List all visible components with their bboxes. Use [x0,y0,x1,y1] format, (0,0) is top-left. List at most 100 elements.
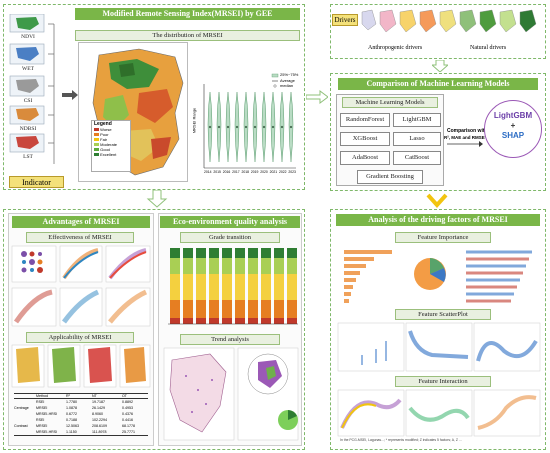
stacked-bar-segment [261,318,271,324]
driver-maps [361,9,537,33]
stacked-bar-segment [235,274,245,300]
trend-analysis-title: Trend analysis [180,334,280,345]
stacked-bar-segment [183,248,193,258]
winner-shap: SHAP [501,131,525,140]
stacked-bar-segment [183,300,193,318]
violin-median [253,125,257,129]
stacked-bar-segment [209,274,219,300]
stacked-bar-segment [222,274,232,300]
stacked-bar-segment [287,300,297,318]
winner-lightgbm: LightGBM [493,111,533,120]
indicator-ndbsi-label: NDBSI [19,126,37,132]
down-arrow-icon [146,190,168,208]
year-label: 2014 [204,170,212,174]
model-adaboost: AdaBoost [340,151,390,165]
stacked-bar-segment [274,248,284,258]
comparison-arrow-icon [447,141,483,147]
stacked-bar-segment [235,318,245,324]
stacked-bar-segment [209,318,219,324]
violin-median [271,125,275,129]
violin-median [226,125,230,129]
model-lasso: Lasso [393,132,441,146]
feature-interaction-plots [337,389,541,437]
importance-bar [344,278,356,282]
map-legend: Legend Worse Poor Fair Moderate Good Exc… [91,120,131,172]
applicability-maps [11,344,151,388]
stacked-bar-segment [170,258,180,274]
comparison-text-2: R², MAE and RMSE [444,135,485,140]
stacked-bar-segment [196,258,206,274]
stacked-bar-segment [287,318,297,324]
indicator-label-box: Indicator [9,176,64,188]
table-row: Centrage MRSEI 1.0878 26.1429 0.4953 [14,406,133,410]
stacked-bar-segment [261,274,271,300]
importance-bar [344,292,351,296]
importance-bar [344,271,360,275]
effectiveness-plots [11,245,151,327]
stacked-bar-segment [170,248,180,258]
eco-title: Eco-environment quality analysis [160,216,300,228]
stacked-bar-segment [183,258,193,274]
violin-median [208,125,212,129]
year-label: 2016 [222,170,231,174]
stacked-bar-segment [274,258,284,274]
model-randomforest: RandomForest [340,113,390,127]
stacked-bar-segment [196,318,206,324]
distribution-title: The distribution of MRSEI [75,30,300,41]
stacked-bar-segment [183,318,193,324]
drivers-label: Drivers [332,14,358,26]
grade-transition-title: Grade transition [180,232,280,243]
stacked-bar-segment [274,318,284,324]
stacked-bar-segment [235,258,245,274]
legend-item-good: Good [92,147,130,152]
comparison-text-1: Comparison with [447,128,488,134]
violin-median [217,125,221,129]
stacked-bar-segment [222,318,232,324]
stacked-bar-segment [209,300,219,318]
stacked-bar-segment [183,274,193,300]
year-label: 2019 [250,170,259,174]
stacked-bar-segment [222,248,232,258]
stacked-bar-segment [248,300,258,318]
indicator-ndvi-label: NDVI [21,34,35,40]
importance-bar [344,264,366,268]
stacked-bar-segment [248,258,258,274]
boxplot-legend-range: 25%~75% [280,72,299,77]
stacked-bar-segment [248,318,258,324]
analysis-section [330,209,546,450]
feature-importance-plots [344,250,532,303]
stacked-bar-segment [287,274,297,300]
natural-label: Natural drivers [470,45,507,51]
stacked-bar-segment [196,274,206,300]
msrsei-title: Modified Remote Sensing Index(MRSEI) by … [75,8,300,20]
model-gradient-boosting: Gradient Boosting [357,170,423,184]
table-row: Contrast MRSEI 12.5063 208.6109 68.1778 [14,424,135,428]
stacked-bar-segment [287,258,297,274]
drivers-down-arrow-icon [432,60,448,72]
importance-bar [344,285,353,289]
boxplot-year-axis: 2014 2015 2016 2017 2018 2019 2020 2021 … [204,170,296,178]
stacked-bar-segment [235,248,245,258]
table-header: Method R² NT OT [14,393,148,399]
stacked-bar-segment [196,248,206,258]
importance-title: Feature Importance [395,232,491,243]
right-arrow-icon [306,90,328,104]
advantages-title: Advantages of MRSEI [12,216,150,228]
indicator-csi-label: CSI [23,98,33,104]
year-label: 2020 [260,170,268,174]
table-row: RSEI 1.7780 19.7187 0.8892 [36,400,133,404]
stacked-bar-segment [222,258,232,274]
stacked-bar-segment [209,248,219,258]
stacked-bar-segment [261,248,271,258]
year-label: 2015 [213,170,221,174]
model-catboost: CatBoost [393,151,441,165]
model-lightgbm: LightGBM [393,113,441,127]
legend-item-excellent: Excellent [92,152,130,157]
table-row: MRSEI-HRSI 1.1150 111.8978 25.7771 [14,429,148,436]
trend-analysis-maps [163,347,299,441]
indicator-arrow-icon [62,90,78,100]
grade-transition-chart [168,248,298,325]
violin-median [244,125,248,129]
year-label: 2017 [232,170,240,174]
stacked-bar-segment [170,300,180,318]
